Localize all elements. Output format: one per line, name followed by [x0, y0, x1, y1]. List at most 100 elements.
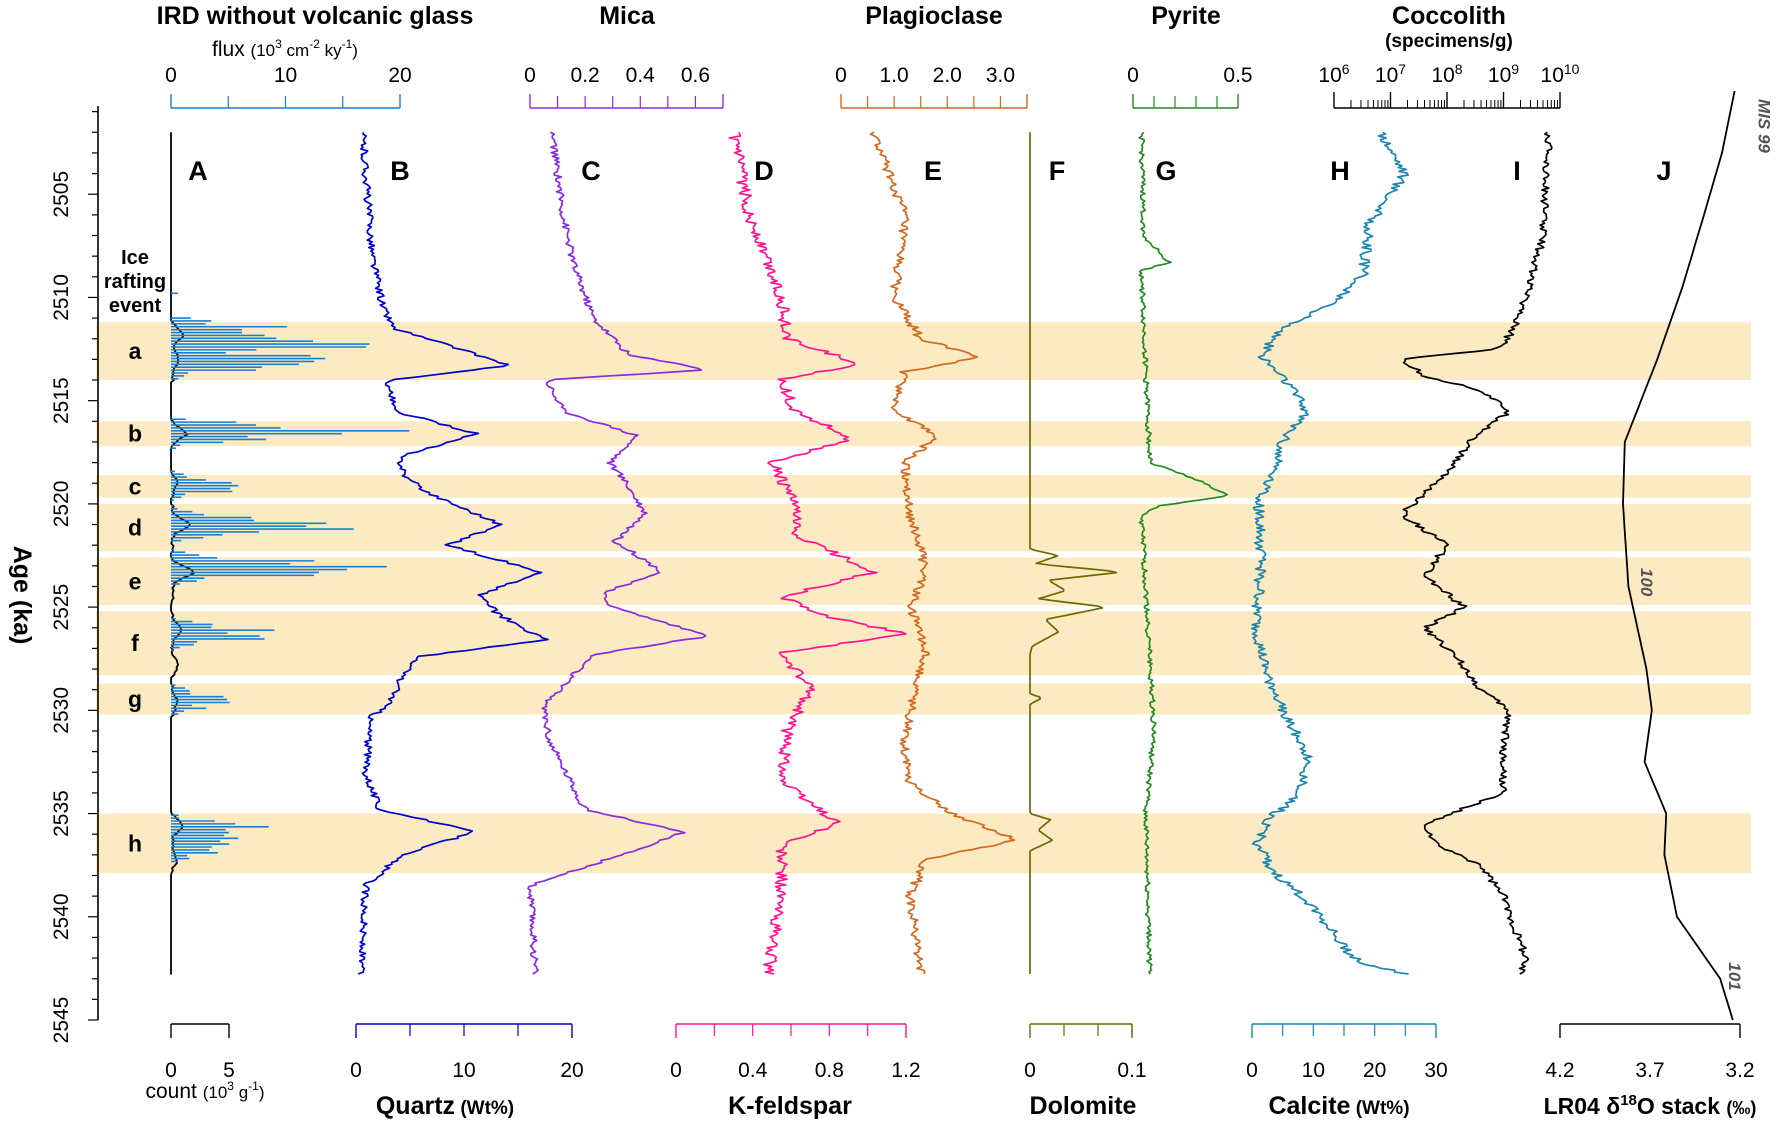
coccolith-tick-label: 106	[1318, 61, 1349, 87]
event-header-event: event	[109, 295, 162, 317]
dolomite-tick-label: 0	[1024, 1059, 1036, 1082]
lr04-tick-label: 3.2	[1725, 1059, 1754, 1082]
lr04-tick-label: 3.7	[1635, 1059, 1664, 1082]
pyrite-title: Pyrite	[1151, 2, 1221, 30]
plagioclase-tick-label: 1.0	[880, 64, 909, 87]
panel-label-G: G	[1155, 156, 1176, 186]
calcite-tick-label: 30	[1424, 1059, 1447, 1082]
plagioclase-tick-label: 0	[835, 64, 847, 87]
event-band-h	[96, 813, 1751, 874]
series-ird-count-a	[170, 132, 195, 975]
event-header-rafting: rafting	[104, 271, 166, 293]
kfeldspar-tick-label: 1.2	[891, 1059, 920, 1082]
dolomite-tick-label: 0.1	[1117, 1059, 1146, 1082]
coccolith-subtitle: (specimens/g)	[1385, 31, 1513, 52]
panel-label-B: B	[390, 156, 410, 186]
series-mica-c	[527, 131, 707, 975]
mica-tick-label: 0	[524, 64, 536, 87]
ird-count-tick-label: 5	[223, 1059, 235, 1082]
age-tick-label: 2535	[50, 790, 73, 837]
age-tick-label: 2505	[50, 171, 73, 218]
event-label-c: c	[129, 473, 142, 499]
event-band-f	[96, 611, 1751, 676]
pyrite-tick-label: 0	[1127, 64, 1139, 87]
kfeldspar-tick-label: 0.4	[738, 1059, 768, 1082]
mica-title: Mica	[599, 2, 656, 30]
event-bands	[96, 322, 1751, 874]
series-lr04-18o-stack-j	[1622, 90, 1736, 1021]
event-band-d	[96, 503, 1751, 552]
quartz-tick-label: 20	[560, 1059, 583, 1082]
panel-label-F: F	[1049, 156, 1066, 186]
lr04-tick-label: 4.2	[1545, 1059, 1574, 1082]
age-axis-title: Age (ka)	[8, 546, 36, 645]
age-tick-label: 2510	[50, 274, 73, 321]
ird-flux-sublabel: flux (103 cm-2 ky-1)	[212, 37, 358, 61]
kfeldspar-tick-label: 0	[670, 1059, 682, 1082]
coccolith-tick-label: 108	[1431, 61, 1462, 87]
ird-flux-tick-label: 10	[274, 64, 297, 87]
age-tick-label: 2545	[50, 997, 73, 1044]
panel-label-I: I	[1513, 156, 1521, 186]
event-label-b: b	[128, 421, 142, 447]
series-layer	[170, 90, 1736, 1021]
ird-flux-tick-label: 20	[388, 64, 411, 87]
event-label-g: g	[128, 686, 142, 712]
panel-label-J: J	[1656, 156, 1671, 186]
annotation-100: 100	[1637, 568, 1656, 597]
mica-tick-label: 0.2	[571, 64, 600, 87]
event-label-h: h	[128, 830, 142, 856]
plagioclase-title: Plagioclase	[865, 2, 1003, 30]
event-band-c	[96, 474, 1751, 498]
series-calcite-h	[1250, 131, 1409, 975]
ird-flux-title: IRD without volcanic glass	[157, 2, 474, 30]
panel-label-D: D	[754, 156, 774, 186]
series-dolomite-f	[1029, 132, 1118, 974]
event-band-g	[96, 683, 1751, 715]
quartz-axis-title: Quartz (Wt%)	[376, 1092, 514, 1120]
plagioclase-tick-label: 2.0	[933, 64, 962, 87]
quartz-tick-label: 0	[350, 1059, 362, 1082]
event-band-a	[96, 322, 1751, 381]
quartz-tick-label: 10	[452, 1059, 475, 1082]
axes-layer: 2505 2510 2515 2520 2525 2530 2535 2540 2545 Age …	[8, 61, 1755, 1082]
event-label-d: d	[128, 515, 142, 541]
series-pyrite-g	[1138, 131, 1229, 975]
plagioclase-tick-label: 3.0	[986, 64, 1015, 87]
coccolith-tick-label: 1010	[1541, 61, 1580, 87]
event-label-e: e	[129, 568, 142, 594]
panel-label-C: C	[581, 156, 601, 186]
age-tick-label: 2515	[50, 377, 73, 424]
calcite-tick-label: 20	[1363, 1059, 1386, 1082]
coccolith-tick-label: 109	[1488, 61, 1519, 87]
coccolith-title: Coccolith	[1392, 2, 1506, 30]
age-tick-label: 2530	[50, 687, 73, 734]
calcite-tick-label: 0	[1246, 1059, 1258, 1082]
panel-label-A: A	[188, 156, 208, 186]
age-tick-label: 2525	[50, 584, 73, 631]
dolomite-axis-title: Dolomite	[1030, 1092, 1137, 1120]
mica-tick-label: 0.6	[681, 64, 710, 87]
age-tick-label: 2540	[50, 893, 73, 940]
ird-count-sublabel: count (103 g-1)	[145, 1079, 264, 1103]
calcite-tick-label: 10	[1302, 1059, 1325, 1082]
ird-count-tick-label: 0	[165, 1059, 177, 1082]
pyrite-tick-label: 0.5	[1223, 64, 1252, 87]
coccolith-tick-label: 107	[1375, 61, 1406, 87]
age-tick-label: 2520	[50, 481, 73, 528]
lr04-axis-title: LR04 δ18O stack (‰)	[1544, 1092, 1757, 1119]
series-coccolith-i	[1402, 131, 1553, 975]
event-label-f: f	[131, 630, 139, 656]
ird-flux-tick-label: 0	[165, 64, 177, 87]
series-k-feldspar-d	[728, 131, 907, 975]
series-plagioclase-e	[869, 131, 1016, 975]
event-header-ice: Ice	[121, 247, 149, 269]
calcite-axis-title: Calcite (Wt%)	[1268, 1092, 1409, 1120]
panel-label-H: H	[1330, 156, 1350, 186]
kfeldspar-axis-title: K-feldspar	[728, 1092, 852, 1120]
annotation-mis-99: MIS 99	[1754, 99, 1773, 153]
panel-label-E: E	[924, 156, 942, 186]
